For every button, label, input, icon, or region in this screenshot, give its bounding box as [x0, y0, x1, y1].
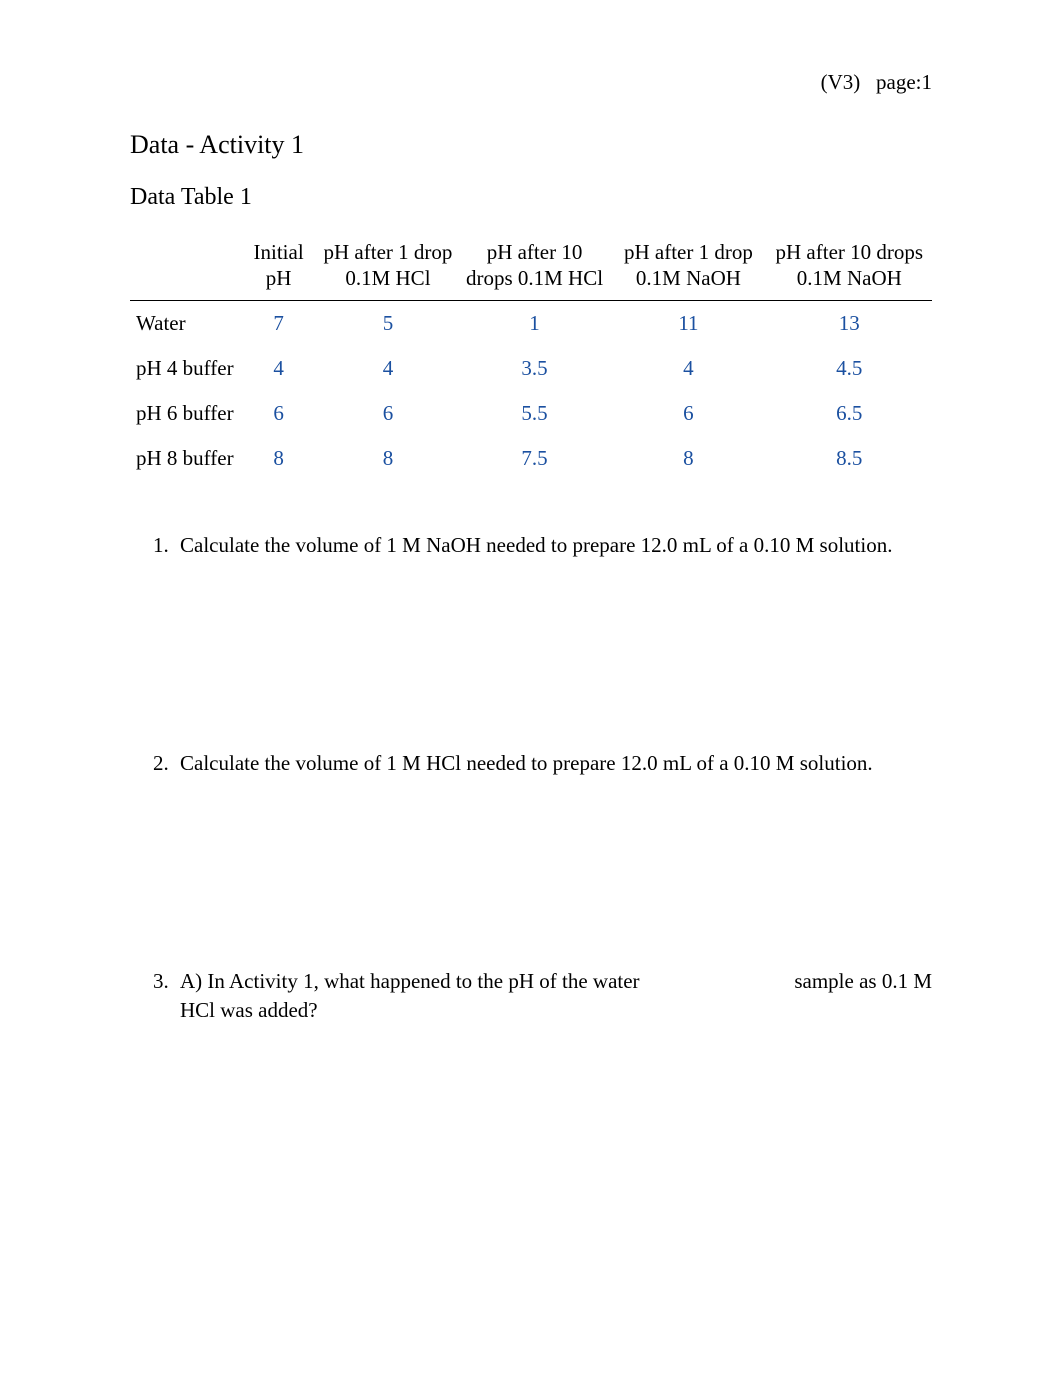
question-3-line1: A) In Activity 1, what happened to the p… — [180, 969, 640, 993]
table-row: Water 7 5 1 11 13 — [130, 300, 932, 346]
cell-value: 11 — [610, 300, 766, 346]
row-label-ph8: pH 8 buffer — [130, 436, 240, 481]
col-header-blank — [130, 239, 240, 300]
question-1: Calculate the volume of 1 M NaOH needed … — [174, 531, 932, 559]
question-3-right: sample as 0.1 M — [794, 969, 932, 993]
question-2: Calculate the volume of 1 M HCl needed t… — [174, 749, 932, 777]
cell-value: 4 — [610, 346, 766, 391]
section-title: Data - Activity 1 — [130, 130, 932, 160]
table-row: pH 6 buffer 6 6 5.5 6 6.5 — [130, 391, 932, 436]
cell-value: 4 — [240, 346, 317, 391]
page-header: (V3) page:1 — [821, 70, 932, 95]
cell-value: 6 — [240, 391, 317, 436]
cell-value: 8 — [610, 436, 766, 481]
cell-value: 5 — [317, 300, 459, 346]
question-list: Calculate the volume of 1 M NaOH needed … — [130, 531, 932, 1024]
cell-value: 6 — [317, 391, 459, 436]
col-header-initial-ph: Initial pH — [240, 239, 317, 300]
table-row: pH 8 buffer 8 8 7.5 8 8.5 — [130, 436, 932, 481]
table-header-row: Initial pH pH after 1 drop 0.1M HCl pH a… — [130, 239, 932, 300]
cell-value: 4.5 — [767, 346, 932, 391]
cell-value: 6.5 — [767, 391, 932, 436]
table-row: pH 4 buffer 4 4 3.5 4 4.5 — [130, 346, 932, 391]
cell-value: 3.5 — [459, 346, 611, 391]
col-header-1drop-hcl: pH after 1 drop 0.1M HCl — [317, 239, 459, 300]
cell-value: 1 — [459, 300, 611, 346]
row-label-ph6: pH 6 buffer — [130, 391, 240, 436]
cell-value: 8 — [317, 436, 459, 481]
col-header-1drop-naoh: pH after 1 drop 0.1M NaOH — [610, 239, 766, 300]
page-number-label: page:1 — [876, 70, 932, 94]
row-label-ph4: pH 4 buffer — [130, 346, 240, 391]
data-table-1: Initial pH pH after 1 drop 0.1M HCl pH a… — [130, 239, 932, 481]
cell-value: 6 — [610, 391, 766, 436]
cell-value: 8 — [240, 436, 317, 481]
cell-value: 7 — [240, 300, 317, 346]
version-label: (V3) — [821, 70, 861, 94]
col-header-10drop-naoh: pH after 10 drops 0.1M NaOH — [767, 239, 932, 300]
cell-value: 4 — [317, 346, 459, 391]
cell-value: 8.5 — [767, 436, 932, 481]
question-3-line2: HCl was added? — [180, 998, 318, 1022]
cell-value: 5.5 — [459, 391, 611, 436]
cell-value: 7.5 — [459, 436, 611, 481]
cell-value: 13 — [767, 300, 932, 346]
question-3: A) In Activity 1, what happened to the p… — [174, 967, 932, 1024]
col-header-10drop-hcl: pH after 10 drops 0.1M HCl — [459, 239, 611, 300]
table-title: Data Table 1 — [130, 184, 932, 211]
row-label-water: Water — [130, 300, 240, 346]
